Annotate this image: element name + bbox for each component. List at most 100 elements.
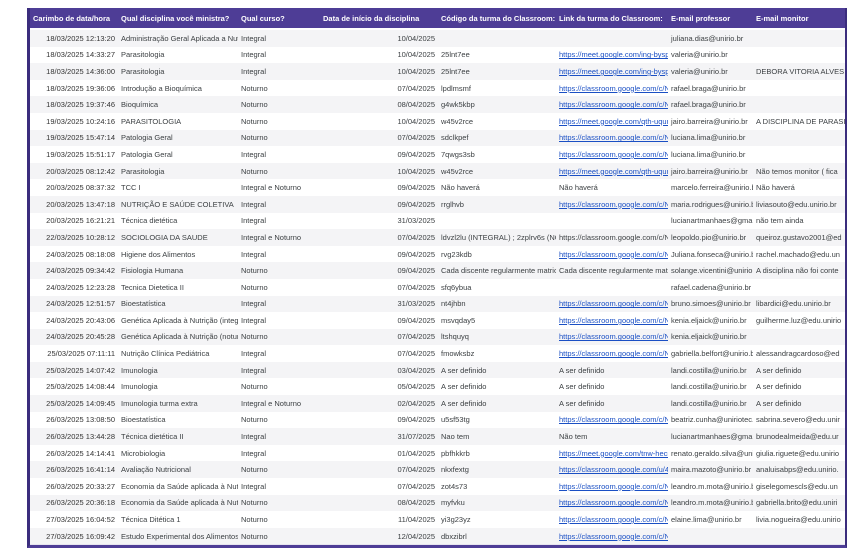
cell-class-link[interactable]: https://classroom.google.com/c/N (556, 411, 668, 429)
cell-discipline[interactable]: PARASITOLOGIA (118, 112, 238, 130)
cell-course[interactable]: Noturno (238, 278, 320, 296)
cell-class-code[interactable]: A ser definido (438, 395, 556, 412)
cell-class-link[interactable]: https://classroom.google.com/c/N (556, 478, 668, 495)
cell-discipline[interactable]: Imunologia (118, 361, 238, 379)
col-header-start-date[interactable]: Data de início da disciplina (320, 8, 438, 30)
cell-monitor-email[interactable]: A disciplina não foi conte (753, 262, 845, 279)
cell-discipline[interactable]: Economia da Saúde aplicada à Nutri (118, 478, 238, 495)
cell-class-code[interactable]: dbxzibrl (438, 527, 556, 546)
cell-discipline[interactable]: Administração Geral Aplicada a Nutr (118, 29, 238, 47)
cell-discipline[interactable]: Estudo Experimental dos Alimentos (118, 527, 238, 546)
cell-professor-email[interactable]: landi.costilla@unirio.br (668, 361, 753, 379)
cell-start-date[interactable]: 05/04/2025 (320, 378, 438, 396)
cell-class-code[interactable]: 25lnt7ee (438, 63, 556, 80)
cell-discipline[interactable]: Introdução a Bioquímica (118, 79, 238, 97)
cell-course[interactable]: Noturno (238, 527, 320, 546)
cell-start-date[interactable]: 08/04/2025 (320, 494, 438, 512)
cell-class-link[interactable]: https://classroom.google.com/c/N (556, 494, 668, 512)
cell-class-code[interactable] (438, 212, 556, 230)
classroom-link[interactable]: https://classroom.google.com/c/N (559, 83, 668, 93)
cell-timestamp[interactable]: 24/03/2025 20:43:06 (30, 312, 118, 329)
cell-professor-email[interactable]: luciana.lima@unirio.br (668, 129, 753, 147)
col-header-timestamp[interactable]: Carimbo de data/hora (30, 8, 118, 30)
cell-monitor-email[interactable]: guilherme.luz@edu.unirio (753, 312, 845, 329)
classroom-link[interactable]: https://classroom.google.com/c/N (559, 299, 668, 309)
cell-discipline[interactable]: NUTRIÇÃO E SAÚDE COLETIVA (118, 195, 238, 213)
cell-professor-email[interactable]: leandro.m.mota@unirio.b (668, 494, 753, 512)
cell-start-date[interactable]: 31/03/2025 (320, 212, 438, 230)
cell-professor-email[interactable]: luciana.lima@unirio.br (668, 146, 753, 163)
cell-timestamp[interactable]: 26/03/2025 13:08:50 (30, 411, 118, 429)
cell-monitor-email[interactable]: A ser definido (753, 361, 845, 379)
cell-professor-email[interactable]: rafael.braga@unirio.br (668, 79, 753, 97)
cell-discipline[interactable]: Microbiologia (118, 444, 238, 462)
cell-course[interactable]: Noturno (238, 411, 320, 429)
cell-discipline[interactable]: SOCIOLOGIA DA SAUDE (118, 229, 238, 246)
cell-professor-email[interactable]: valeria@unirio.br (668, 46, 753, 64)
cell-class-link[interactable]: Não haverá (556, 179, 668, 196)
cell-timestamp[interactable]: 25/03/2025 14:08:44 (30, 378, 118, 396)
cell-course[interactable]: Integral (238, 195, 320, 213)
cell-course[interactable]: Noturno (238, 79, 320, 97)
classroom-link[interactable]: https://classroom.google.com/c/N (559, 498, 668, 508)
cell-start-date[interactable]: 07/04/2025 (320, 278, 438, 296)
cell-monitor-email[interactable]: brunodealmeida@edu.ur (753, 428, 845, 445)
cell-class-link[interactable]: https://classroom.google.com/c/N (556, 129, 668, 147)
cell-monitor-email[interactable] (753, 527, 845, 546)
cell-professor-email[interactable]: lucianartmanhaes@gma (668, 212, 753, 230)
cell-monitor-email[interactable] (753, 129, 845, 147)
cell-course[interactable]: Integral (238, 312, 320, 329)
cell-professor-email[interactable]: Juliana.fonseca@unirio.b (668, 245, 753, 263)
cell-class-link[interactable]: https://classroom.google.com/c/N (556, 195, 668, 213)
cell-class-code[interactable]: Não haverá (438, 179, 556, 196)
cell-course[interactable]: Integral (238, 478, 320, 495)
cell-class-link[interactable]: https://classroom.google.com/c/N (556, 345, 668, 362)
cell-monitor-email[interactable]: rachel.machado@edu.un (753, 245, 845, 263)
cell-class-link[interactable]: https://meet.google.com/ing-bysp- (556, 63, 668, 80)
cell-professor-email[interactable]: maira.mazoto@unirio.br (668, 461, 753, 479)
cell-start-date[interactable]: 12/04/2025 (320, 527, 438, 546)
classroom-link[interactable]: https://classroom.google.com/c/N (559, 515, 668, 525)
cell-timestamp[interactable]: 20/03/2025 13:47:18 (30, 195, 118, 213)
cell-monitor-email[interactable]: A ser definido (753, 395, 845, 412)
cell-monitor-email[interactable]: Não haverá (753, 179, 845, 196)
cell-monitor-email[interactable] (753, 278, 845, 296)
cell-class-code[interactable]: 7qwgs3sb (438, 146, 556, 163)
classroom-link[interactable]: https://classroom.google.com/u/4 (559, 465, 668, 475)
cell-professor-email[interactable]: maria.rodrigues@unirio.b (668, 195, 753, 213)
cell-discipline[interactable]: Técnica dietética II (118, 428, 238, 445)
cell-professor-email[interactable]: renato.geraldo.silva@uni (668, 444, 753, 462)
cell-class-link[interactable]: A ser definido (556, 395, 668, 412)
cell-class-code[interactable]: nkxfextg (438, 461, 556, 479)
cell-start-date[interactable]: 09/04/2025 (320, 411, 438, 429)
cell-course[interactable]: Integral (238, 295, 320, 313)
cell-professor-email[interactable]: lucianartmanhaes@gma (668, 428, 753, 445)
classroom-link[interactable]: https://classroom.google.com/c/N (559, 249, 668, 259)
cell-start-date[interactable]: 10/04/2025 (320, 63, 438, 80)
classroom-link[interactable]: https://classroom.google.com/c/N (559, 100, 668, 110)
cell-course[interactable]: Integral (238, 428, 320, 445)
cell-course[interactable]: Noturno (238, 129, 320, 147)
cell-class-code[interactable]: u5sf53tg (438, 411, 556, 429)
cell-class-code[interactable]: 25lnt7ee (438, 46, 556, 64)
cell-start-date[interactable]: 09/04/2025 (320, 262, 438, 279)
cell-start-date[interactable]: 07/04/2025 (320, 229, 438, 246)
cell-monitor-email[interactable] (753, 146, 845, 163)
cell-monitor-email[interactable]: Não temos monitor ( fica (753, 162, 845, 180)
cell-course[interactable]: Noturno (238, 494, 320, 512)
cell-class-link[interactable]: A ser definido (556, 378, 668, 396)
cell-timestamp[interactable]: 24/03/2025 08:18:08 (30, 245, 118, 263)
classroom-link[interactable]: https://classroom.google.com/c/N (559, 133, 668, 143)
cell-timestamp[interactable]: 19/03/2025 10:24:16 (30, 112, 118, 130)
cell-course[interactable]: Integral (238, 361, 320, 379)
cell-course[interactable]: Integral e Noturno (238, 229, 320, 246)
cell-monitor-email[interactable]: giulia.riguete@edu.unirio (753, 444, 845, 462)
cell-start-date[interactable]: 11/04/2025 (320, 511, 438, 528)
cell-start-date[interactable]: 09/04/2025 (320, 312, 438, 329)
cell-start-date[interactable]: 09/04/2025 (320, 146, 438, 163)
cell-class-code[interactable]: sdclkpef (438, 129, 556, 147)
cell-class-code[interactable]: ldvzl2lu (INTEGRAL) ; 2zplrv6s (NOTUI (438, 229, 556, 246)
cell-class-link[interactable] (556, 29, 668, 47)
col-header-course[interactable]: Qual curso? (238, 8, 320, 30)
cell-professor-email[interactable]: kenia.eljaick@unirio.br (668, 312, 753, 329)
